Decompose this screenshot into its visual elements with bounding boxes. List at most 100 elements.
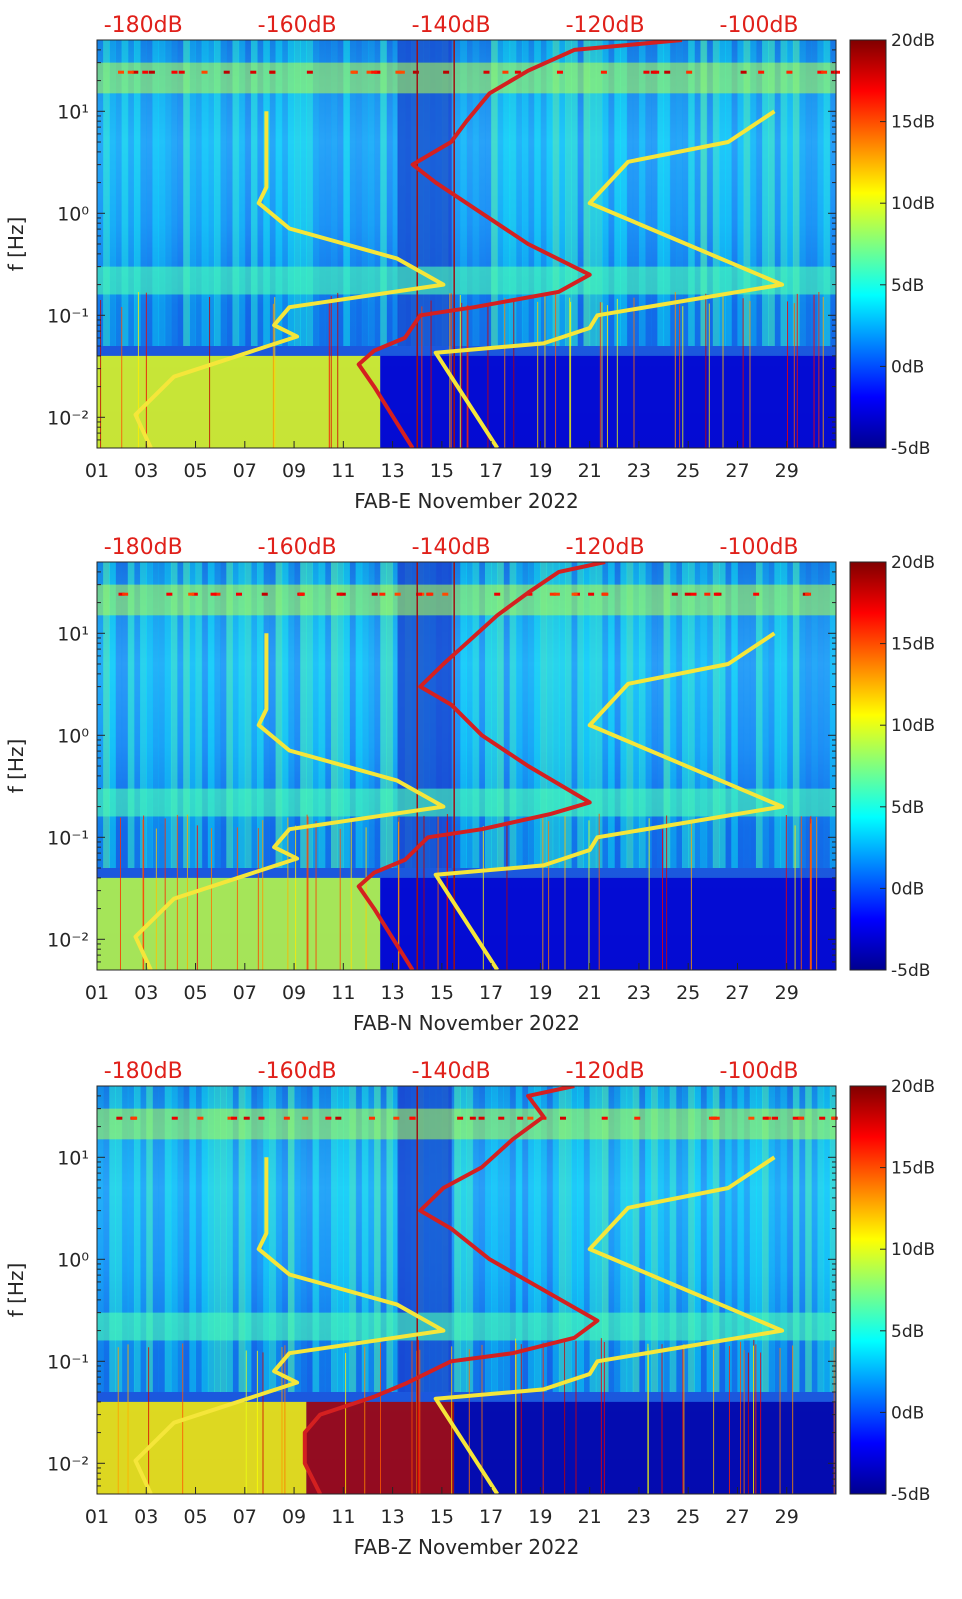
spectrogram-column xyxy=(466,1086,474,1392)
colorbar-tick-label: 5dB xyxy=(891,798,924,818)
spectrogram-column xyxy=(367,562,375,868)
high-frequency-hotspot xyxy=(371,592,378,596)
colorbar-tick-label: -5dB xyxy=(891,439,930,459)
spectrogram-column xyxy=(725,562,732,868)
spectrogram-column xyxy=(521,562,529,868)
spectrogram-column xyxy=(238,1086,246,1392)
spectrogram-column xyxy=(755,562,763,868)
spectrogram-column xyxy=(367,1086,375,1392)
spectrogram-column xyxy=(608,562,615,868)
spectrogram-column xyxy=(478,562,486,868)
spectrogram-column xyxy=(503,40,511,346)
spectrogram-column xyxy=(324,562,332,868)
top-db-tick-label: -160dB xyxy=(258,535,337,560)
spectrogram-column xyxy=(657,562,665,868)
spectrogram-column xyxy=(380,562,387,868)
high-frequency-hotspot xyxy=(831,1116,838,1120)
colorbar xyxy=(849,1085,887,1495)
high-frequency-hotspot xyxy=(748,1116,755,1120)
spectrogram-column xyxy=(269,562,277,868)
spectrogram-column xyxy=(792,40,800,346)
spectrogram-column xyxy=(121,40,129,346)
spectrogram-column xyxy=(361,40,369,346)
spectrogram-column xyxy=(300,1086,307,1392)
high-frequency-hotspot xyxy=(416,592,423,596)
spectrogram-column xyxy=(712,1086,720,1392)
spectrogram-column xyxy=(337,1086,344,1392)
spectrogram-column xyxy=(540,1086,548,1392)
spectrogram-column xyxy=(484,40,492,346)
spectrogram-column xyxy=(768,562,775,868)
high-frequency-hotspot xyxy=(798,1116,805,1120)
spectrogram-column xyxy=(792,562,800,868)
spectrogram-column xyxy=(601,1086,609,1392)
high-frequency-hotspot xyxy=(283,1116,290,1120)
spectrogram-column xyxy=(361,1086,369,1392)
spectrogram-column xyxy=(238,562,246,868)
spectrogram-column xyxy=(355,562,363,868)
x-tick-label: 11 xyxy=(331,982,355,1004)
high-frequency-band xyxy=(97,1108,836,1140)
colorbar-tick-label: 15dB xyxy=(891,635,935,655)
spectrogram-column xyxy=(115,562,123,868)
spectrogram-column xyxy=(226,562,233,868)
y-tick-label: 10⁻¹ xyxy=(47,827,89,849)
spectrogram-column xyxy=(189,562,197,868)
spectrogram-column xyxy=(380,40,387,346)
spectrogram-column xyxy=(152,40,160,346)
high-frequency-hotspot xyxy=(379,592,386,596)
x-tick-label: 23 xyxy=(627,1506,651,1528)
x-tick-label: 03 xyxy=(134,982,158,1004)
top-db-tick-label: -160dB xyxy=(258,1059,337,1084)
x-tick-label: 09 xyxy=(282,1506,306,1528)
spectrogram-column xyxy=(780,40,788,346)
spectrogram-column xyxy=(164,562,172,868)
spectrogram-column xyxy=(546,562,554,868)
spectrogram-column xyxy=(577,562,585,868)
spectrogram-column xyxy=(97,40,104,346)
x-tick-label: 07 xyxy=(233,982,257,1004)
spectrogram-column xyxy=(743,1086,751,1392)
colorbar xyxy=(849,39,887,449)
spectrogram-column xyxy=(700,1086,708,1392)
x-tick-label: 23 xyxy=(627,460,651,482)
spectrogram-column xyxy=(287,562,295,868)
high-frequency-hotspot xyxy=(191,592,198,596)
x-tick-label: 01 xyxy=(85,460,109,482)
spectrogram-column xyxy=(817,40,825,346)
top-db-tick-label: -140dB xyxy=(412,1059,491,1084)
x-tick-label: 15 xyxy=(430,460,454,482)
spectrogram-column xyxy=(780,562,788,868)
spectrogram-column xyxy=(195,1086,203,1392)
spectrogram-column xyxy=(355,1086,363,1392)
spectrogram-column xyxy=(755,1086,763,1392)
x-tick-label: 17 xyxy=(479,982,503,1004)
high-frequency-hotspot xyxy=(819,1116,826,1120)
spectrogram-column xyxy=(682,40,689,346)
spectrogram-column xyxy=(601,562,609,868)
high-frequency-hotspot xyxy=(527,1116,534,1120)
spectrogram-column xyxy=(743,562,751,868)
high-frequency-band xyxy=(97,584,836,616)
spectrogram-column xyxy=(275,40,283,346)
spectrogram-column xyxy=(626,562,634,868)
spectrogram-column xyxy=(183,40,190,346)
spectrogram-column xyxy=(614,1086,621,1392)
spectrogram-column xyxy=(558,1086,566,1392)
spectrogram-column xyxy=(484,1086,492,1392)
spectrogram-column xyxy=(318,40,326,346)
spectrogram-column xyxy=(651,562,658,868)
spectrogram-column xyxy=(688,1086,695,1392)
spectrogram-column xyxy=(626,40,634,346)
spectrogram-column xyxy=(688,562,695,868)
spectrogram-column xyxy=(306,562,314,868)
high-frequency-hotspot xyxy=(398,70,405,74)
top-db-tick-label: -100dB xyxy=(720,535,799,560)
x-tick-label: 03 xyxy=(134,460,158,482)
spectrogram-column xyxy=(146,1086,153,1392)
high-frequency-hotspot xyxy=(302,1116,309,1120)
spectrogram-column xyxy=(103,40,110,346)
spectrogram-column xyxy=(491,562,498,868)
spectrogram-column xyxy=(694,1086,702,1392)
spectrogram-column xyxy=(725,40,732,346)
